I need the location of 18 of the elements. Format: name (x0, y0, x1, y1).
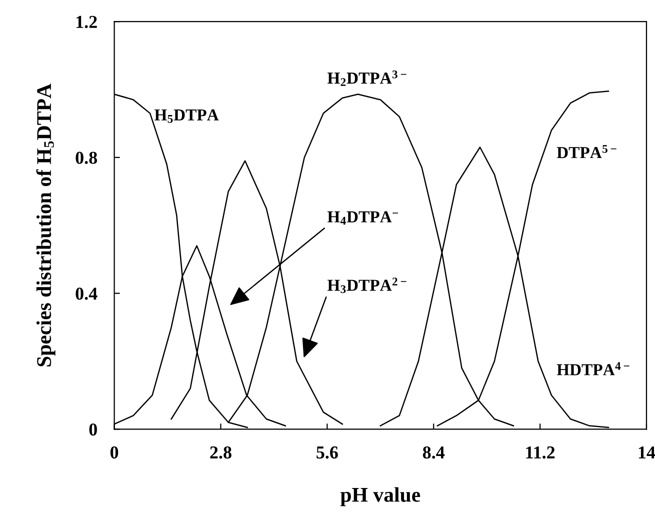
y-tick-label: 1.2 (76, 16, 97, 28)
annotation: HDTPA$^{4−}$ (556, 362, 630, 376)
x-tick-label: 11.2 (526, 446, 555, 459)
y-tick-label: 0 (89, 423, 97, 436)
annotation: H$_{2}$DTPA$^{3−}$ (327, 70, 406, 86)
annotation: H$_{5}$DTPA (154, 109, 219, 123)
annotation: DTPA$^{5−}$ (556, 145, 616, 158)
x-tick-label: 0 (110, 446, 118, 459)
y-tick-label: 0.8 (76, 152, 98, 164)
annotation: H$_{4}$DTPA$^{−}$ (327, 211, 398, 225)
x-tick-label: 14 (638, 446, 655, 458)
x-tick-label: 8.4 (422, 446, 445, 459)
x-tick-label: 5.6 (316, 446, 338, 459)
y-tick-label: 0.4 (76, 288, 98, 300)
x-axis-title: pH value (340, 487, 420, 506)
x-tick-label: 2.8 (210, 446, 232, 459)
y-axis-title: Species distribution of H$_{5}$DTPA (36, 84, 56, 366)
annotation: H$_{3}$DTPA$^{2−}$ (327, 278, 406, 294)
